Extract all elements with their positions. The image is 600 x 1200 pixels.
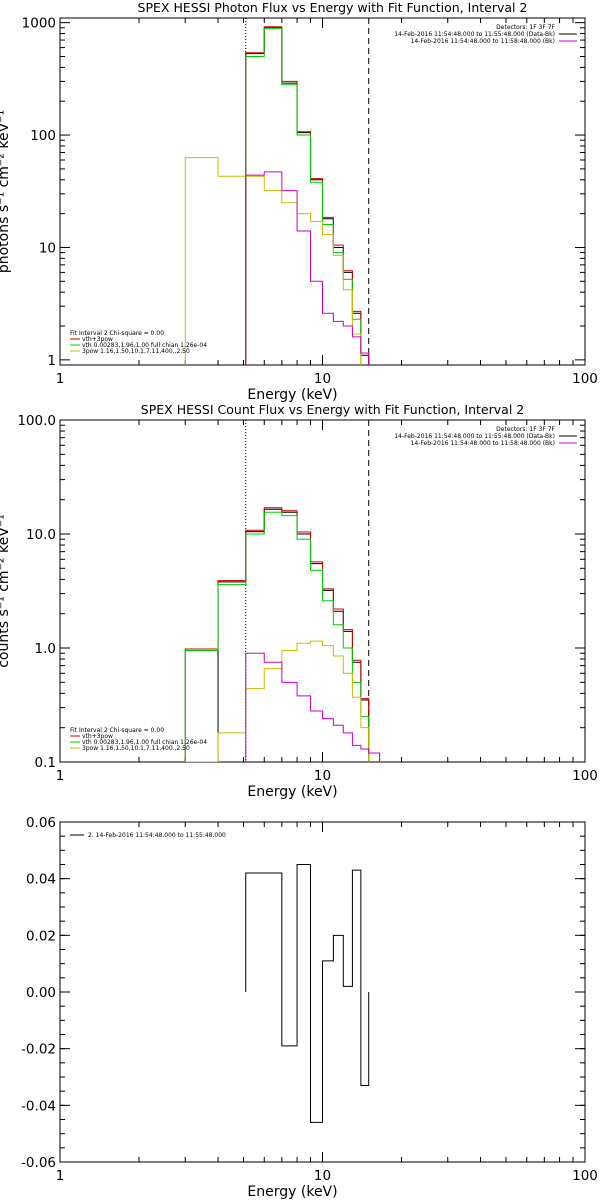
y-tick-label: 1 <box>47 353 56 369</box>
series-vth-3pow <box>245 26 370 365</box>
y-tick-label: 1.0 <box>35 641 56 657</box>
series-group <box>184 26 370 365</box>
chart-title: SPEX HESSI Photon Flux vs Energy with Fi… <box>138 0 528 15</box>
series-group <box>184 507 381 762</box>
y-axis-label: photons s⁻¹ cm⁻² keV⁻¹ <box>0 110 12 273</box>
legend-entry: vth 0.00283,1.96,1.00 full chian 1.26e-0… <box>82 739 207 746</box>
y-tick-label: 100 <box>30 128 56 144</box>
y-tick-label: 1000 <box>22 16 56 32</box>
x-tick-label: 100 <box>572 371 598 387</box>
x-tick-label: 100 <box>572 1168 598 1184</box>
x-tick-label: 100 <box>572 768 598 784</box>
x-tick-label: 10 <box>314 371 331 387</box>
legend-entry: vth+3pow <box>82 336 113 343</box>
chart-panel-3: 1 10 100 Energy (keV) -0.06 -0.04 -0.02 0.00 0.0… <box>21 815 598 1200</box>
series-2-14-feb-2016-11-54-48-000-to-11-55-48-000 <box>245 864 370 1123</box>
series-data-bk <box>217 508 370 762</box>
legend-entry: 3pow 1.16,1.50,10.1,7.11,400.,2.50 <box>82 745 190 752</box>
y-tick-label: 0.1 <box>35 755 56 771</box>
series-bk <box>245 171 370 365</box>
x-tick-label: 10 <box>314 1168 331 1184</box>
x-axis-label: Energy (keV) <box>247 1184 337 1200</box>
legend-title: Fit Interval 2 Chi-square = 0.00 <box>70 727 164 734</box>
y-tick-label: 10 <box>39 240 56 256</box>
series-vth-3pow <box>184 507 381 762</box>
x-tick-label: 1 <box>56 768 65 784</box>
y-tick-label: -0.02 <box>21 1042 56 1058</box>
x-tick-label: 1 <box>56 1168 65 1184</box>
x-axis-label: Energy (keV) <box>247 387 337 403</box>
y-tick-label: 100.0 <box>17 413 56 429</box>
x-tick-label: 1 <box>56 371 65 387</box>
series-group <box>245 864 370 1123</box>
header-line: Detectors: 1F 3F 7F <box>496 24 555 31</box>
legend-entry: 2. 14-Feb-2016 11:54:48.000 to 11:55:48.… <box>88 832 226 839</box>
y-axis-label: counts s⁻¹ cm⁻² keV⁻¹ <box>0 514 12 668</box>
y-tick-label: 0.06 <box>26 815 56 831</box>
x-tick-label: 10 <box>314 768 331 784</box>
header-line: 14-Feb-2016 11:54:48.000 to 11:55:48.000… <box>394 433 555 440</box>
legend-entry: 3pow 1.16,1.50,10.1,7.11,400.,2.50 <box>82 348 190 355</box>
series-3pow <box>184 157 362 365</box>
series-bk <box>245 652 381 762</box>
y-tick-label: 0.00 <box>26 985 56 1001</box>
y-tick-label: 10.0 <box>26 527 56 543</box>
y-tick-label: 0.02 <box>26 928 56 944</box>
series-vth <box>184 511 370 762</box>
y-tick-label: -0.06 <box>21 1155 56 1171</box>
series-3pow <box>185 640 370 762</box>
legend-title: Fit Interval 2 Chi-square = 0.00 <box>70 330 164 337</box>
y-tick-label: 0.04 <box>26 872 56 888</box>
legend-entry: vth 0.00283,1.96,1.00 full chian 1.26e-0… <box>82 342 207 349</box>
header-line: 14-Feb-2016 11:54:48.000 to 11:58:48.000… <box>411 440 555 447</box>
header-line: 14-Feb-2016 11:54:48.000 to 11:55:48.000… <box>394 31 555 38</box>
series-vth <box>245 27 362 365</box>
chart-panel-1: SPEX HESSI Photon Flux vs Energy with Fi… <box>0 0 598 403</box>
series-data-bk <box>245 27 370 365</box>
chart-title: SPEX HESSI Count Flux vs Energy with Fit… <box>141 402 524 417</box>
header-line: 14-Feb-2016 11:54:48.000 to 11:58:48.000… <box>411 38 555 45</box>
x-axis-label: Energy (keV) <box>247 784 337 800</box>
chart-panel-2: SPEX HESSI Count Flux vs Energy with Fit… <box>0 402 598 800</box>
legend-entry: vth+3pow <box>82 733 113 740</box>
header-line: Detectors: 1F 3F 7F <box>496 426 555 433</box>
y-tick-label: -0.04 <box>21 1098 56 1114</box>
